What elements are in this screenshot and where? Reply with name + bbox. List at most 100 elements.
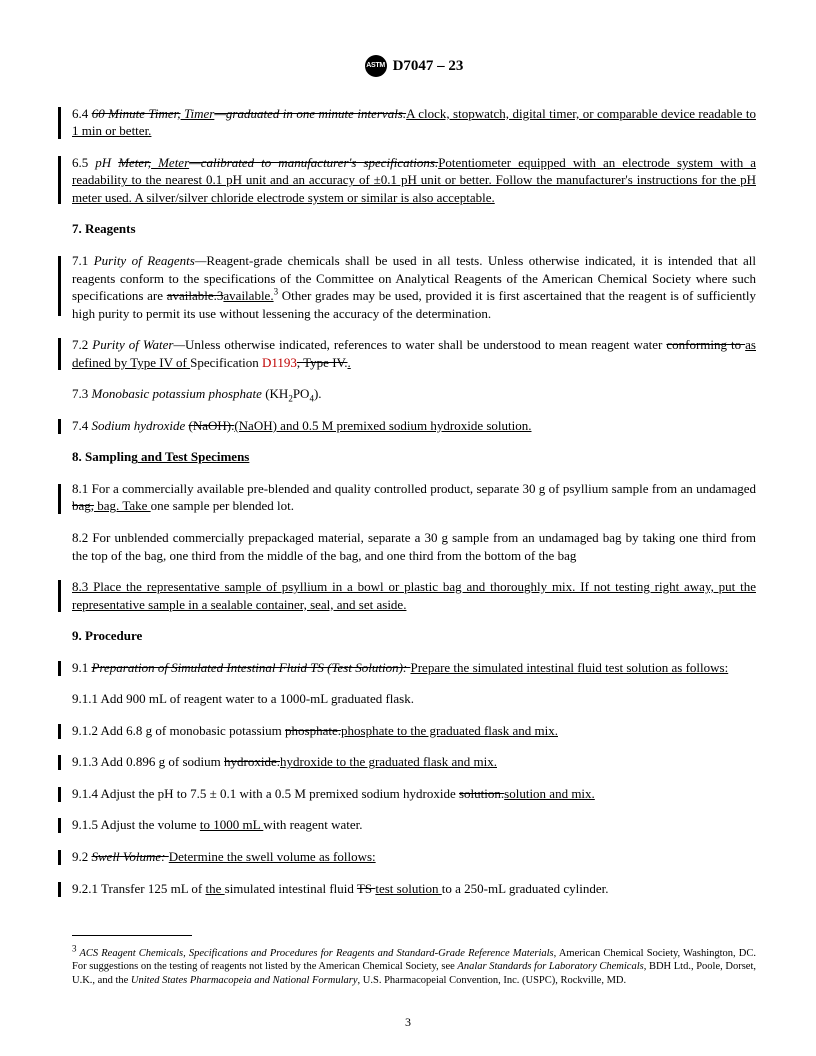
insert-text: and Test Specimens (138, 449, 250, 464)
insert-text: Meter (151, 155, 189, 170)
insert-text: Timer (181, 106, 215, 121)
clause-9-1-4: 9.1.4 Adjust the pH to 7.5 ± 0.1 with a … (72, 785, 756, 803)
text: Purity of Water— (92, 337, 185, 352)
strike-text: , Type IV. (297, 355, 348, 370)
clause-6-4: 6.4 60 Minute Timer, Timer—graduated in … (72, 105, 756, 140)
text: United States Pharmacopeia and National … (131, 975, 358, 986)
designation: D7047 – 23 (393, 56, 464, 76)
text: Analar Standards for Laboratory Chemical… (457, 961, 643, 972)
footnote-3: 3 ACS Reagent Chemicals, Specifications … (72, 947, 756, 988)
clause-9-2-1: 9.2.1 Transfer 125 mL of the simulated i… (72, 880, 756, 898)
change-bar (58, 107, 61, 139)
document-body: 6.4 60 Minute Timer, Timer—graduated in … (72, 105, 756, 988)
strike-text: solution. (459, 786, 504, 801)
text: 9.1.4 Adjust the pH to 7.5 ± 0.1 with a … (72, 786, 459, 801)
clause-7-1: 7.1 Purity of Reagents—Reagent-grade che… (72, 252, 756, 322)
text: to a 250-mL graduated cylinder. (442, 881, 609, 896)
page: ASTM D7047 – 23 6.4 60 Minute Timer, Tim… (0, 0, 816, 1056)
change-bar (58, 818, 61, 833)
change-bar (58, 850, 61, 865)
text: Monobasic potassium phosphate (92, 386, 262, 401)
insert-text: to 1000 mL (200, 817, 263, 832)
insert-text: test solution (375, 881, 441, 896)
text: pH (95, 155, 118, 170)
insert-text: solution and mix. (504, 786, 595, 801)
clause-9-1-5: 9.1.5 Adjust the volume to 1000 mL with … (72, 816, 756, 834)
text: Sodium hydroxide (92, 418, 186, 433)
strike-text: TS (357, 881, 375, 896)
insert-text: 8.3 Place the representative sample of p… (72, 579, 756, 612)
strike-text: Preparation of Simulated Intestinal Flui… (92, 660, 411, 675)
clause-9-1-2: 9.1.2 Add 6.8 g of monobasic potassium p… (72, 722, 756, 740)
page-header: ASTM D7047 – 23 (72, 54, 756, 77)
text: 9.2.1 Transfer 125 mL of (72, 881, 206, 896)
clause-num: 9.1 (72, 660, 92, 675)
change-bar (58, 755, 61, 770)
clause-num: 6.4 (72, 106, 92, 121)
clause-num: 7.2 (72, 337, 92, 352)
strike-text: —calibrated to manufacturer's specificat… (189, 155, 438, 170)
clause-9-1-1: 9.1.1 Add 900 mL of reagent water to a 1… (72, 690, 756, 708)
text: (KH (262, 386, 288, 401)
strike-text: conforming to (666, 337, 745, 352)
clause-num: 9.2 (72, 849, 92, 864)
strike-text: hydroxide. (224, 754, 280, 769)
insert-text: (NaOH) and 0.5 M premixed sodium hydroxi… (234, 418, 531, 433)
insert-text: . (348, 355, 351, 370)
clause-8-1: 8.1 For a commercially available pre-ble… (72, 480, 756, 515)
text: Specification (190, 355, 262, 370)
text: ). (314, 386, 322, 401)
strike-text: bag, (72, 498, 94, 513)
clause-8-2: 8.2 For unblended commercially prepackag… (72, 529, 756, 564)
section-7-heading: 7. Reagents (72, 220, 756, 238)
text: one sample per blended lot. (151, 498, 294, 513)
clause-num: 7.3 (72, 386, 92, 401)
text: 8.1 For a commercially available pre-ble… (72, 481, 756, 496)
clause-9-2: 9.2 Swell Volume: Determine the swell vo… (72, 848, 756, 866)
text: ACS Reagent Chemicals, Specifications an… (77, 948, 554, 959)
spec-link: D1193 (262, 355, 297, 370)
insert-text: available. (223, 288, 273, 303)
clause-9-1: 9.1 Preparation of Simulated Intestinal … (72, 659, 756, 677)
text: PO (293, 386, 310, 401)
page-number: 3 (0, 1014, 816, 1030)
insert-text: Prepare the simulated intestinal fluid t… (410, 660, 728, 675)
astm-logo-icon: ASTM (365, 55, 387, 77)
footnote-rule (72, 935, 192, 936)
text: 8. Sampling (72, 449, 138, 464)
insert-text: the (206, 881, 225, 896)
change-bar (58, 156, 61, 204)
text: with reagent water. (263, 817, 362, 832)
clause-7-3: 7.3 Monobasic potassium phosphate (KH2PO… (72, 385, 756, 403)
change-bar (58, 580, 61, 612)
change-bar (58, 419, 61, 434)
change-bar (58, 338, 61, 370)
strike-text: phosphate. (285, 723, 341, 738)
insert-text: hydroxide to the graduated flask and mix… (280, 754, 497, 769)
change-bar (58, 787, 61, 802)
strike-text: —graduated in one minute intervals. (214, 106, 406, 121)
insert-text: bag. Take (94, 498, 151, 513)
change-bar (58, 484, 61, 514)
text: Unless otherwise indicated, references t… (185, 337, 666, 352)
text: 9.1.5 Adjust the volume (72, 817, 200, 832)
section-8-heading: 8. Sampling and Test Specimens (72, 448, 756, 466)
clause-num: 7.1 (72, 253, 94, 268)
strike-text: Meter, (118, 155, 151, 170)
clause-6-5: 6.5 pH Meter, Meter—calibrated to manufa… (72, 154, 756, 207)
text: , U.S. Pharmacopeial Convention, Inc. (U… (358, 975, 627, 986)
insert-text: Determine the swell volume as follows: (169, 849, 376, 864)
change-bar (58, 724, 61, 739)
strike-text: (NaOH). (189, 418, 235, 433)
clause-9-1-3: 9.1.3 Add 0.896 g of sodium hydroxide.hy… (72, 753, 756, 771)
change-bar (58, 882, 61, 897)
section-9-heading: 9. Procedure (72, 627, 756, 645)
clause-num: 6.5 (72, 155, 95, 170)
strike-text: Swell Volume: (92, 849, 169, 864)
text: simulated intestinal fluid (225, 881, 357, 896)
clause-7-2: 7.2 Purity of Water—Unless otherwise ind… (72, 336, 756, 371)
strike-text: available.3 (167, 288, 224, 303)
text: 9.1.3 Add 0.896 g of sodium (72, 754, 224, 769)
change-bar (58, 661, 61, 676)
text: 9.1.2 Add 6.8 g of monobasic potassium (72, 723, 285, 738)
